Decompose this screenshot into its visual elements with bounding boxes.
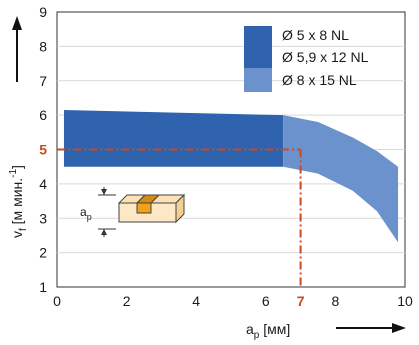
band-light <box>283 115 399 243</box>
highlight-lines <box>57 148 302 287</box>
legend-label-1: Ø 5 x 8 NL <box>282 27 349 43</box>
legend-label-3: Ø 8 x 15 NL <box>282 72 357 88</box>
y-tick-label: 2 <box>39 245 47 261</box>
legend-label-2: Ø 5,9 x 12 NL <box>282 49 369 65</box>
y-tick-label: 6 <box>39 107 47 123</box>
y-axis-label: vf [м мин.-1] <box>8 16 29 238</box>
x-tick-label: 8 <box>332 293 340 309</box>
legend-swatch-light <box>244 68 272 92</box>
legend: Ø 5 x 8 NL Ø 5,9 x 12 NL Ø 8 x 15 NL <box>244 26 369 92</box>
y-tick-label: 4 <box>39 176 47 192</box>
y-tick-label: 9 <box>39 4 47 20</box>
x-axis-label: ap [мм] <box>246 321 406 341</box>
data-bands <box>63 109 399 243</box>
y-ticks: 1 2 3 4 5 6 7 8 9 <box>39 4 47 295</box>
x-tick-label: 10 <box>397 293 413 309</box>
x-tick-label: 2 <box>123 293 131 309</box>
y-axis-label-text: vf [м мин.-1] <box>8 165 29 238</box>
y-tick-label: 1 <box>39 279 47 295</box>
inset-label: ap <box>80 205 92 222</box>
y-tick-label: 5 <box>39 142 47 158</box>
x-axis-label-text: ap [мм] <box>246 321 290 341</box>
x-tick-label: 0 <box>53 293 61 309</box>
x-tick-label: 6 <box>262 293 270 309</box>
y-tick-label: 7 <box>39 73 47 89</box>
x-tick-label: 4 <box>192 293 200 309</box>
y-tick-label: 3 <box>39 210 47 226</box>
x-ticks: 0 2 4 6 7 8 10 <box>53 293 413 309</box>
slot-workpiece-illustration: ap <box>80 187 186 237</box>
y-tick-label: 8 <box>39 38 47 54</box>
x-tick-label: 7 <box>297 293 305 309</box>
band-dark <box>63 109 284 167</box>
legend-swatch-dark <box>244 26 272 68</box>
